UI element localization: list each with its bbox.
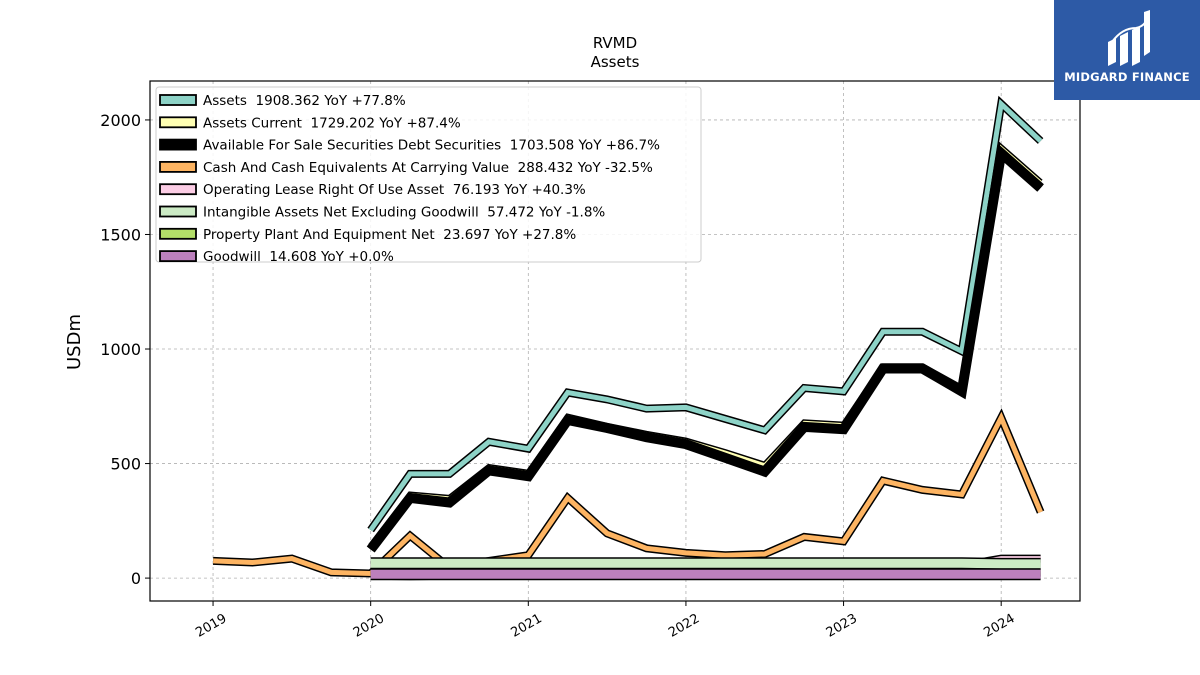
legend-entry: Goodwill 14.608 YoY +0.0% <box>203 249 394 265</box>
x-tick-label: 2024 <box>981 611 1017 641</box>
brand-logo: MIDGARD FINANCE <box>1054 0 1200 100</box>
series-lines <box>212 95 1045 581</box>
x-tick-label: 2023 <box>824 611 860 641</box>
plot-frame <box>149 80 1081 602</box>
x-tick-label: 2021 <box>508 611 544 641</box>
y-tick-label: 500 <box>110 455 141 474</box>
chart-subtitle: Assets <box>591 53 640 71</box>
legend-swatch <box>159 250 197 263</box>
y-axis-label: USDm <box>64 314 85 370</box>
y-tick-label: 0 <box>131 569 141 588</box>
series-line <box>370 558 1041 569</box>
chart-title: RVMD <box>593 34 637 52</box>
series-line <box>212 411 1043 577</box>
legend-swatch <box>159 183 197 196</box>
legend-entry: Available For Sale Securities Debt Secur… <box>203 138 660 154</box>
legend-entry: Property Plant And Equipment Net 23.697 … <box>203 227 576 243</box>
x-tick-label: 2019 <box>193 611 229 641</box>
brand-name: MIDGARD FINANCE <box>1064 70 1190 84</box>
legend-swatch <box>159 205 197 218</box>
legend-swatch <box>159 227 197 240</box>
series-line-outline <box>212 408 1045 578</box>
legend-swatch <box>159 116 197 129</box>
legend-swatch <box>159 138 197 151</box>
y-tick-label: 2000 <box>100 111 141 130</box>
legend: Assets 1908.362 YoY +77.8% Assets Current… <box>155 86 702 265</box>
legend-swatch <box>159 160 197 173</box>
legend-entry: Assets 1908.362 YoY +77.8% <box>203 93 406 109</box>
legend-entry: Cash And Cash Equivalents At Carrying Va… <box>203 160 653 176</box>
brand-mark-icon <box>1108 10 1150 66</box>
x-tick-label: 2020 <box>351 611 387 641</box>
series-line <box>367 146 1043 552</box>
legend-swatch <box>159 94 197 106</box>
legend-box <box>155 86 702 263</box>
x-tick-label: 2022 <box>666 611 702 641</box>
legend-entry: Operating Lease Right Of Use Asset 76.19… <box>203 182 586 198</box>
y-tick-label: 1500 <box>100 225 141 244</box>
legend-entry: Assets Current 1729.202 YoY +87.4% <box>203 115 461 131</box>
series-line <box>368 98 1043 532</box>
y-tick-label: 1000 <box>100 340 141 359</box>
legend-entry: Intangible Assets Net Excluding Goodwill… <box>203 205 605 221</box>
